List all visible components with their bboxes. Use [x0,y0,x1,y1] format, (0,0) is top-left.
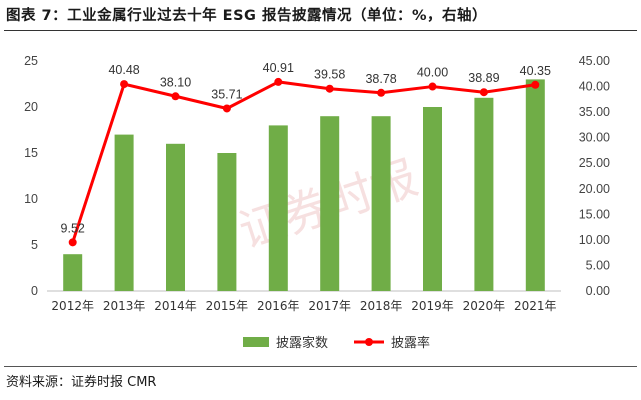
bar [114,134,134,291]
rate-point [479,88,488,97]
rate-data-label: 38.89 [468,71,499,85]
y-left-tick-label: 20 [24,100,38,114]
rate-series-line [71,80,536,243]
rate-data-label: 38.10 [160,75,191,89]
bar [63,254,83,291]
rate-point [274,77,283,86]
bar [217,153,237,291]
y-right-tick-label: 15.00 [579,207,610,221]
legend: 披露家数 披露率 [243,335,430,351]
x-tick-label: 2021年 [514,299,557,313]
rate-point [377,88,386,97]
rate-data-label: 38.78 [365,72,396,86]
x-tick-label: 2017年 [308,299,351,313]
y-left-tick-label: 15 [24,146,38,160]
rate-point [222,104,231,113]
x-tick-label: 2015年 [206,299,249,313]
y-left-tick-label: 10 [24,192,38,206]
rate-point [68,238,77,247]
source-note: 资料来源：证券时报 CMR [6,375,157,390]
chart-title: 图表 7：工业金属行业过去十年 ESG 报告披露情况（单位：%，右轴） [6,8,488,24]
y-right-tick-label: 0.00 [586,284,610,298]
x-tick-label: 2014年 [154,299,197,313]
rate-point [171,92,180,101]
x-tick-label: 2012年 [51,299,94,313]
bar [268,125,288,292]
y-right-tick-label: 40.00 [579,80,610,94]
y-right-tick-label: 25.00 [579,156,610,170]
bar [474,97,494,291]
y-left-tick-label: 25 [24,54,38,68]
x-tick-label: 2019年 [411,299,454,313]
legend-line-label: 披露率 [391,335,430,351]
rate-point [428,82,437,91]
y-right-tick-label: 45.00 [579,54,610,68]
y-left-tick-label: 5 [31,238,38,252]
rate-point [120,80,129,89]
y-right-tick-label: 10.00 [579,233,610,247]
rate-data-label: 40.00 [417,66,448,80]
x-tick-label: 2020年 [463,299,506,313]
rate-point [531,80,540,89]
bar [166,143,185,291]
bars [63,79,545,292]
y-left-tick-label: 0 [31,284,38,298]
rate-point [325,84,334,93]
y-right-tick-label: 20.00 [579,182,610,196]
x-tick-label: 2018年 [360,299,403,313]
y-right-tick-label: 35.00 [579,105,610,119]
bar [423,107,442,291]
bar [320,116,340,291]
y-right-tick-label: 5.00 [586,258,610,272]
title-rule [4,30,637,31]
legend-line-marker [365,338,373,346]
rate-data-label: 39.58 [314,68,345,82]
rate-data-label: 35.71 [211,87,242,101]
x-tick-label: 2016年 [257,299,300,313]
rate-line [68,77,540,247]
bar [371,116,391,291]
rate-data-label: 40.35 [520,64,551,78]
rate-data-label: 40.48 [108,63,139,77]
y-right-tick-label: 30.00 [579,131,610,145]
legend-bar-label: 披露家数 [276,335,328,351]
rate-data-label: 9.52 [61,221,85,235]
legend-bar-swatch [243,337,269,347]
rate-data-label: 40.91 [263,61,294,75]
x-tick-label: 2013年 [103,299,146,313]
data-labels: 9.52 40.48 38.10 35.71 40.91 39.58 38.78 40.00 3… [61,61,551,235]
bar [525,79,545,292]
source-rule [4,366,637,367]
